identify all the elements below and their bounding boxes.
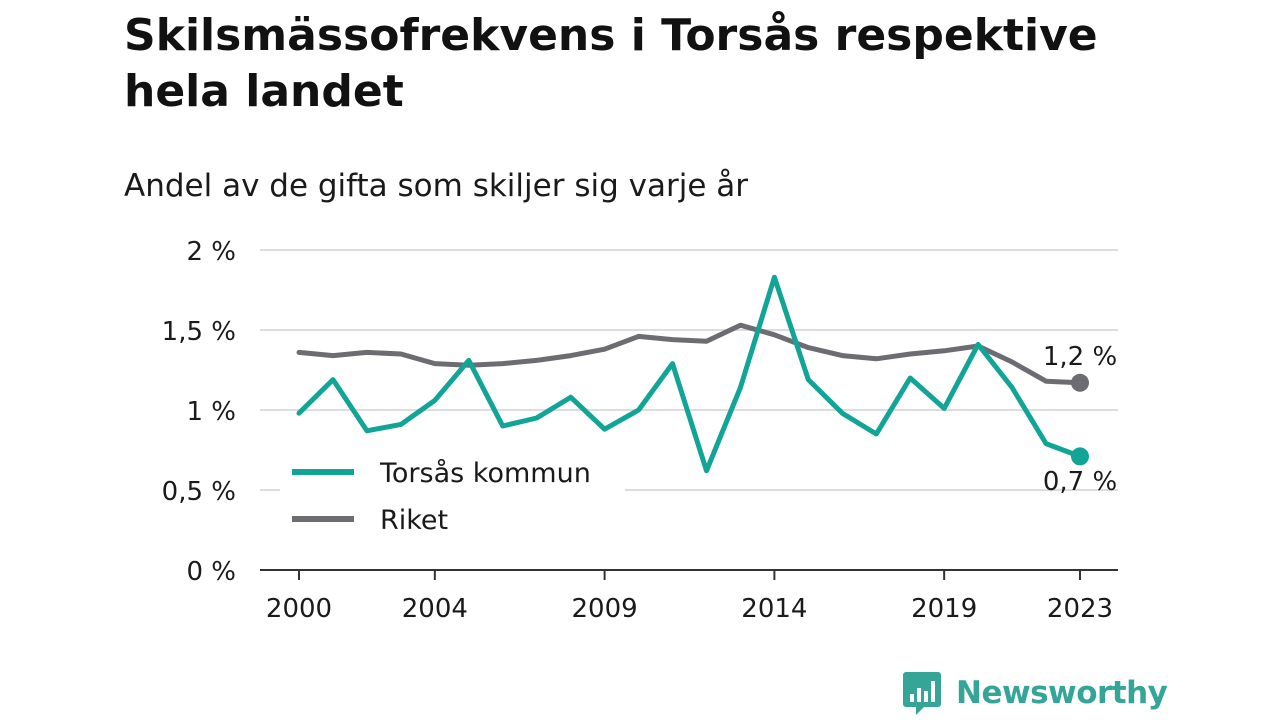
x-tick-label: 2000	[266, 594, 332, 624]
end-point-marker	[1071, 373, 1089, 392]
legend-label: Torsås kommun	[379, 458, 591, 489]
y-tick-label: 0,5 %	[162, 477, 236, 507]
end-labels: 1,2 % 0,7 %	[1043, 342, 1117, 497]
end-label-riket: 1,2 %	[1043, 342, 1117, 372]
series-line-riket	[296, 322, 1083, 386]
y-tick-label: 1 %	[186, 397, 236, 427]
legend-background	[280, 448, 625, 540]
x-tick-label: 2009	[572, 594, 638, 624]
x-tick-label: 2004	[402, 594, 468, 624]
x-tick-label: 2019	[911, 594, 977, 624]
brand-name: Newsworthy	[956, 675, 1168, 711]
legend: Torsås kommun Riket	[280, 448, 625, 540]
axes: 0 % 0,5 % 1 % 1,5 % 2 % 2000 2004 2009 2014 2019 2…	[162, 237, 1118, 624]
series-line-torsas	[296, 274, 1083, 474]
page-title: Skilsmässofrekvens i Torsås respektive h…	[124, 10, 1098, 117]
y-tick-label: 1,5 %	[162, 317, 236, 347]
end-point-marker	[1071, 447, 1089, 466]
x-tick-label: 2023	[1047, 594, 1113, 624]
y-tick-label: 2 %	[186, 237, 236, 267]
end-label-torsas: 0,7 %	[1043, 467, 1117, 497]
x-tick-label: 2014	[741, 594, 807, 624]
newsworthy-logo: Newsworthy	[902, 670, 1168, 716]
chart-subtitle: Andel av de gifta som skiljer sig varje …	[124, 168, 748, 204]
y-tick-label: 0 %	[186, 557, 236, 587]
legend-label: Riket	[380, 505, 448, 536]
series-lines	[296, 274, 1089, 474]
bar-chart-speech-bubble-icon	[903, 672, 941, 715]
